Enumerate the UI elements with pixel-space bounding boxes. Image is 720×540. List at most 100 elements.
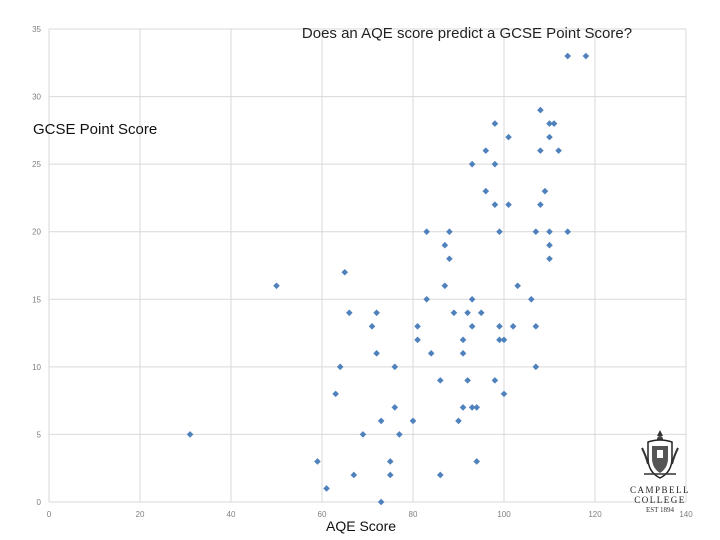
data-point <box>468 323 476 330</box>
data-point <box>396 431 403 438</box>
data-point <box>314 458 321 465</box>
data-point <box>423 295 430 303</box>
data-point <box>464 309 471 317</box>
data-point <box>500 390 508 398</box>
data-point <box>414 336 421 344</box>
y-axis-label: GCSE Point Score <box>33 121 157 138</box>
y-tick-label: 20 <box>32 228 41 237</box>
campbell-college-logo: CAMPBELL COLLEGE EST 1894 <box>624 428 696 528</box>
data-point <box>505 133 512 141</box>
data-point <box>468 404 476 411</box>
y-tick-label: 10 <box>32 363 41 372</box>
data-point <box>346 309 353 317</box>
data-point <box>537 106 544 114</box>
data-point <box>537 201 544 208</box>
data-point <box>409 417 417 425</box>
data-point <box>477 309 485 317</box>
data-point <box>441 241 449 249</box>
x-tick-label: 60 <box>318 510 327 519</box>
data-point <box>555 147 562 154</box>
data-point <box>482 187 490 195</box>
data-point <box>482 147 490 154</box>
data-point <box>373 350 380 357</box>
data-point <box>459 336 467 344</box>
data-point <box>541 187 549 195</box>
data-point <box>373 309 380 317</box>
data-point <box>532 363 540 371</box>
x-tick-label: 100 <box>497 510 511 519</box>
data-point <box>473 404 480 411</box>
data-point <box>441 282 449 290</box>
logo-established: EST 1894 <box>645 506 675 514</box>
data-point <box>273 282 280 290</box>
data-point <box>550 120 558 127</box>
data-point <box>332 390 339 398</box>
data-point <box>468 295 476 303</box>
x-tick-label: 20 <box>136 510 145 519</box>
data-point <box>491 120 499 127</box>
gridlines <box>48 28 687 503</box>
data-point <box>423 228 430 236</box>
data-point <box>505 201 512 208</box>
data-point <box>377 498 385 506</box>
x-axis-label: AQE Score <box>326 518 396 534</box>
data-point <box>386 471 394 479</box>
data-point <box>323 485 330 492</box>
data-point <box>491 160 499 168</box>
data-point <box>446 255 453 263</box>
logo-name-line2: COLLEGE <box>634 495 686 505</box>
data-point <box>414 323 421 330</box>
x-tick-label: 40 <box>227 510 236 519</box>
y-tick-label: 25 <box>32 160 41 169</box>
data-point <box>496 336 503 344</box>
data-point <box>546 228 553 236</box>
data-point <box>528 295 535 303</box>
data-point <box>546 120 553 127</box>
data-point <box>359 431 367 438</box>
data-point <box>496 323 503 330</box>
data-point <box>377 417 385 425</box>
data-point <box>500 336 508 344</box>
data-point <box>336 363 344 371</box>
y-tick-label: 15 <box>32 295 41 304</box>
y-tick-label: 0 <box>37 498 42 507</box>
y-tick-label: 5 <box>37 430 42 439</box>
data-point <box>491 201 499 208</box>
data-point <box>455 417 462 425</box>
data-point <box>546 255 553 263</box>
data-point <box>446 228 453 236</box>
data-point <box>532 228 540 236</box>
x-tick-labels: 0 20 40 60 80 100 120 140 <box>47 510 693 519</box>
data-point <box>386 458 394 465</box>
data-point <box>450 309 458 317</box>
data-point <box>350 471 358 479</box>
x-tick-label: 120 <box>588 510 602 519</box>
data-point <box>437 471 444 479</box>
data-point <box>532 323 540 330</box>
x-tick-label: 140 <box>679 510 693 519</box>
data-point <box>546 133 553 141</box>
y-tick-label: 30 <box>32 93 41 102</box>
data-point <box>509 323 517 330</box>
y-tick-label: 35 <box>32 25 41 34</box>
x-tick-label: 0 <box>47 510 52 519</box>
data-point <box>468 160 476 168</box>
data-point <box>368 323 376 330</box>
data-point <box>582 52 590 60</box>
data-point <box>437 377 444 384</box>
data-point <box>391 363 399 371</box>
data-point <box>391 404 399 411</box>
data-point <box>427 350 435 357</box>
data-point <box>459 350 467 357</box>
data-point <box>496 228 503 236</box>
data-points <box>186 52 590 506</box>
data-point <box>186 431 194 438</box>
data-point <box>564 52 571 60</box>
data-point <box>514 282 521 290</box>
data-point <box>341 268 349 276</box>
chart-title: Does an AQE score predict a GCSE Point S… <box>302 25 632 42</box>
logo-name-line1: CAMPBELL <box>629 485 690 495</box>
y-tick-labels: 0 5 10 15 20 25 30 35 <box>32 25 41 507</box>
data-point <box>546 241 553 249</box>
